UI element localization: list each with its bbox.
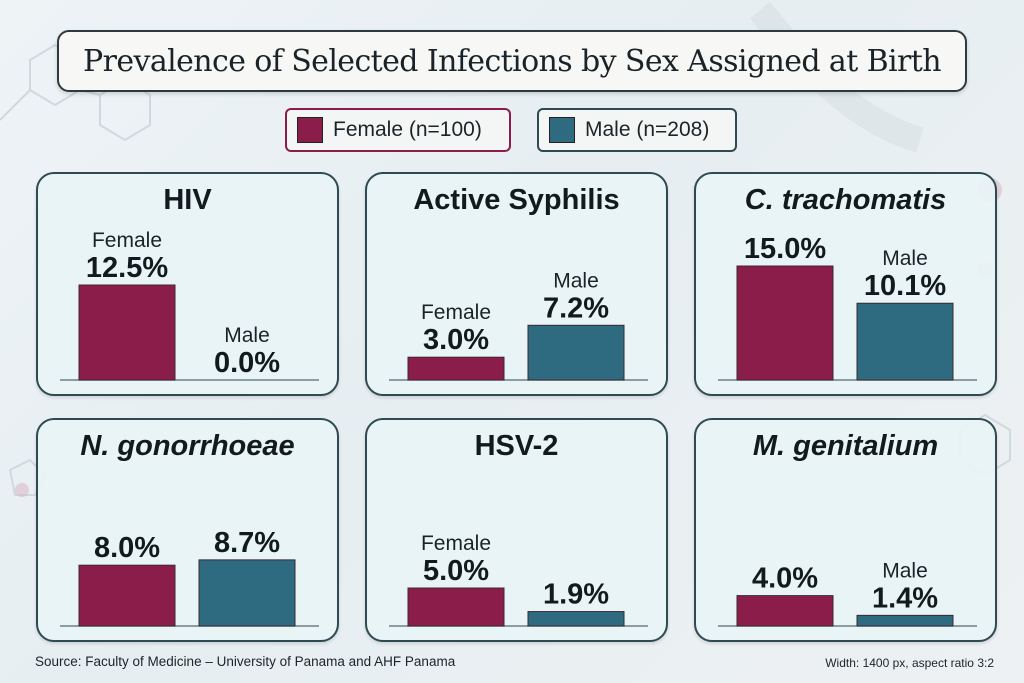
data-label-female: 12.5% <box>86 252 168 284</box>
bar-female <box>78 564 176 627</box>
panel-title: M. genitalium <box>752 430 939 462</box>
bar-male <box>198 559 296 627</box>
legend-swatch-male <box>549 117 575 143</box>
data-label-male: 1.4% <box>872 582 938 614</box>
data-label-female: 4.0% <box>752 563 818 595</box>
panel-title: HSV-2 <box>474 430 559 462</box>
bar-male <box>856 614 954 627</box>
bar-plot: 5.0%Female 1.9% <box>389 532 648 627</box>
bar-female <box>736 265 834 381</box>
data-label-female: 15.0% <box>744 233 826 265</box>
size-note: Width: 1400 px, aspect ratio 3:2 <box>825 656 994 670</box>
legend-swatch-female <box>297 117 323 143</box>
panel-hsv-2: HSV-2 5.0% Female 1.9% <box>365 418 668 642</box>
bar-plot: 3.0%Female 7.2%Male <box>389 269 648 381</box>
bar-plot: 12.5%Female 0.0%Male <box>60 229 319 381</box>
bar-male <box>856 302 954 381</box>
panel-title: HIV <box>163 184 212 216</box>
panel-n-gonorrhoeae: N. gonorrhoeae 8.0% 8.7% <box>36 418 339 642</box>
source-note: Source: Faculty of Medicine – University… <box>35 654 456 669</box>
legend-label-male: Male (n=208) <box>585 118 710 141</box>
category-label-female: Female <box>421 301 491 324</box>
category-label-female: Female <box>92 229 162 252</box>
legend-female: Female (n=100) <box>285 108 511 152</box>
legend-male: Male (n=208) <box>537 108 737 152</box>
category-label-male: Male <box>224 324 270 347</box>
bar-female <box>407 356 505 381</box>
bar-female <box>78 284 176 381</box>
category-label-male: Male <box>882 247 928 270</box>
panel-m-genitalium: M. genitalium 4.0% 1.4% Male <box>694 418 997 642</box>
bar-female <box>736 595 834 627</box>
data-label-male: 1.9% <box>543 579 609 611</box>
bar-female <box>407 587 505 627</box>
data-label-female: 5.0% <box>423 555 489 587</box>
chart-title: Prevalence of Selected Infections by Sex… <box>83 43 942 79</box>
bar-plot: 4.0% 1.4%Male <box>718 559 977 627</box>
panel-active-syphilis: Active Syphilis 3.0% Female 7.2% Male <box>365 172 668 396</box>
category-label-male: Male <box>882 559 928 582</box>
category-label-male: Male <box>553 269 599 292</box>
bar-plot: 8.0% 8.7% <box>60 527 319 627</box>
category-label-female: Female <box>421 532 491 555</box>
data-label-male: 7.2% <box>543 292 609 324</box>
panel-title: Active Syphilis <box>413 184 620 216</box>
panel-title: C. trachomatis <box>744 184 947 216</box>
data-label-male: 10.1% <box>864 270 946 302</box>
chart-title-box: Prevalence of Selected Infections by Sex… <box>57 30 967 92</box>
bar-male <box>527 611 625 627</box>
panel-c-trachomatis: C. trachomatis 15.0% 10.1% Male <box>694 172 997 396</box>
panel-hiv: HIV 12.5% Female 0.0% Male <box>36 172 339 396</box>
data-label-male: 8.7% <box>214 527 280 559</box>
panel-title: N. gonorrhoeae <box>80 430 295 462</box>
legend-label-female: Female (n=100) <box>333 118 482 141</box>
data-label-female: 3.0% <box>423 324 489 356</box>
data-label-male: 0.0% <box>214 347 280 379</box>
bar-plot: 15.0% 10.1%Male <box>718 233 977 381</box>
bar-male <box>527 324 625 381</box>
data-label-female: 8.0% <box>94 532 160 564</box>
